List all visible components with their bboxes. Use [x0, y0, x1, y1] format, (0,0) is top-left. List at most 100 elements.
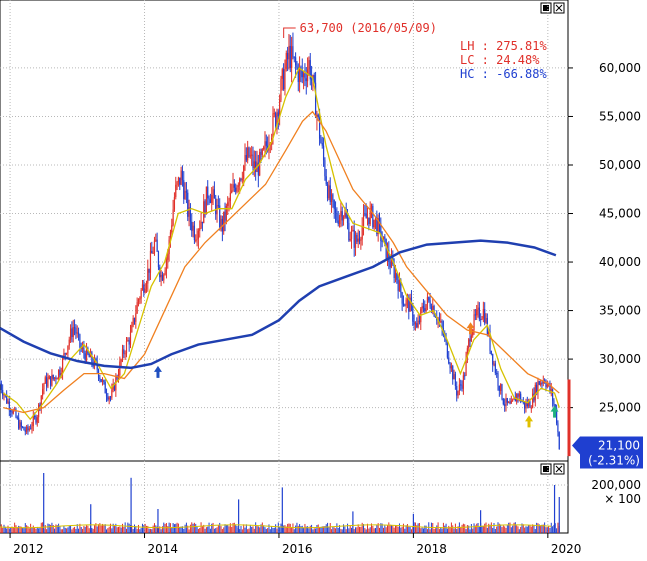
candle-body: [125, 341, 128, 354]
candle-body: [377, 218, 379, 235]
x-tick-label: 2020: [551, 542, 582, 556]
candle-body: [244, 155, 246, 166]
candle-body: [482, 309, 484, 319]
candle-body: [65, 353, 68, 355]
candle-body: [356, 234, 358, 242]
candle-body: [518, 393, 520, 397]
candle-body: [406, 298, 409, 300]
candle-body: [191, 221, 193, 231]
candle-body: [421, 306, 423, 309]
candle-body: [302, 73, 305, 78]
candle-body: [40, 395, 42, 408]
candle-body: [187, 192, 189, 217]
candle-body: [63, 353, 65, 358]
candle-body: [22, 426, 24, 428]
candle-body: [217, 205, 219, 207]
candle-body: [249, 155, 251, 157]
candle-body: [397, 279, 399, 292]
candle-body: [417, 320, 419, 328]
candle-body: [240, 178, 242, 180]
candle-body: [348, 222, 350, 241]
candle-body: [546, 384, 548, 387]
candle-body: [429, 300, 431, 307]
candle-body: [506, 398, 508, 403]
candle-body: [394, 273, 397, 278]
candle-body: [160, 274, 162, 278]
candle-body: [432, 306, 434, 312]
candle-body: [108, 397, 110, 400]
candle-body: [165, 259, 168, 271]
candle-body: [188, 207, 190, 217]
candle-body: [354, 234, 357, 248]
candle-body: [470, 335, 472, 342]
candle-body: [243, 165, 245, 179]
candle-body: [257, 162, 259, 176]
candle-body: [207, 186, 209, 199]
candle-body: [430, 306, 433, 312]
candle-body: [215, 198, 217, 215]
candle-body: [552, 389, 554, 401]
candle-body: [163, 274, 165, 281]
candle-body: [144, 288, 146, 293]
candle-body: [309, 60, 311, 80]
candle-body: [23, 427, 25, 431]
candle-body: [408, 298, 410, 312]
candle-body: [325, 176, 327, 185]
candle-body: [368, 217, 370, 225]
candle-body: [512, 399, 514, 401]
candle-body: [489, 331, 491, 351]
candle-body: [224, 211, 226, 221]
candle-body: [428, 297, 430, 301]
candle-body: [139, 298, 141, 300]
candle-body: [280, 78, 282, 101]
candle-body: [464, 375, 466, 377]
candle-body: [175, 184, 177, 198]
candle-body: [200, 221, 202, 229]
candle-body: [141, 284, 144, 290]
lh-stat: LH : 275.81%: [460, 39, 547, 53]
candle-body: [557, 423, 559, 433]
candle-body: [536, 384, 538, 394]
candle-body: [261, 149, 263, 155]
candle-body: [382, 236, 385, 242]
candle-body: [169, 232, 172, 240]
candle-body: [220, 218, 222, 228]
candle-body: [340, 211, 342, 217]
candle-body: [260, 151, 262, 155]
candle-body: [121, 349, 124, 360]
candle-body: [101, 380, 104, 382]
candle-body: [398, 279, 401, 292]
volume-panel-menu-icon[interactable]: [540, 463, 565, 475]
candle-body: [296, 65, 298, 68]
candle-body: [292, 46, 294, 57]
candle-body: [555, 408, 558, 424]
candle-body: [265, 141, 267, 146]
candle-body: [553, 400, 555, 405]
candle-body: [30, 428, 32, 430]
candle-body: [501, 384, 503, 400]
candle-body: [77, 332, 80, 335]
candle-body: [449, 363, 451, 369]
candle-body: [452, 366, 454, 380]
candle-body: [496, 373, 498, 375]
candles: [0, 32, 560, 450]
volume-bars: [0, 473, 560, 533]
candle-body: [112, 383, 114, 390]
candle-body: [183, 180, 185, 199]
candle-body: [61, 357, 64, 374]
candle-body: [68, 339, 70, 346]
signal-arrow: [550, 405, 559, 418]
candle-body: [247, 147, 249, 161]
candle-body: [38, 404, 40, 418]
price-panel-menu-icon[interactable]: [540, 2, 565, 14]
candle-body: [179, 177, 181, 185]
candle-body: [72, 327, 74, 338]
candle-body: [448, 357, 450, 364]
candle-body: [342, 216, 345, 221]
candle-body: [143, 284, 145, 293]
y-tick-label: 50,000: [599, 158, 641, 172]
y-tick-label: 60,000: [599, 61, 641, 75]
candle-body: [35, 416, 37, 423]
candle-body: [310, 79, 313, 81]
